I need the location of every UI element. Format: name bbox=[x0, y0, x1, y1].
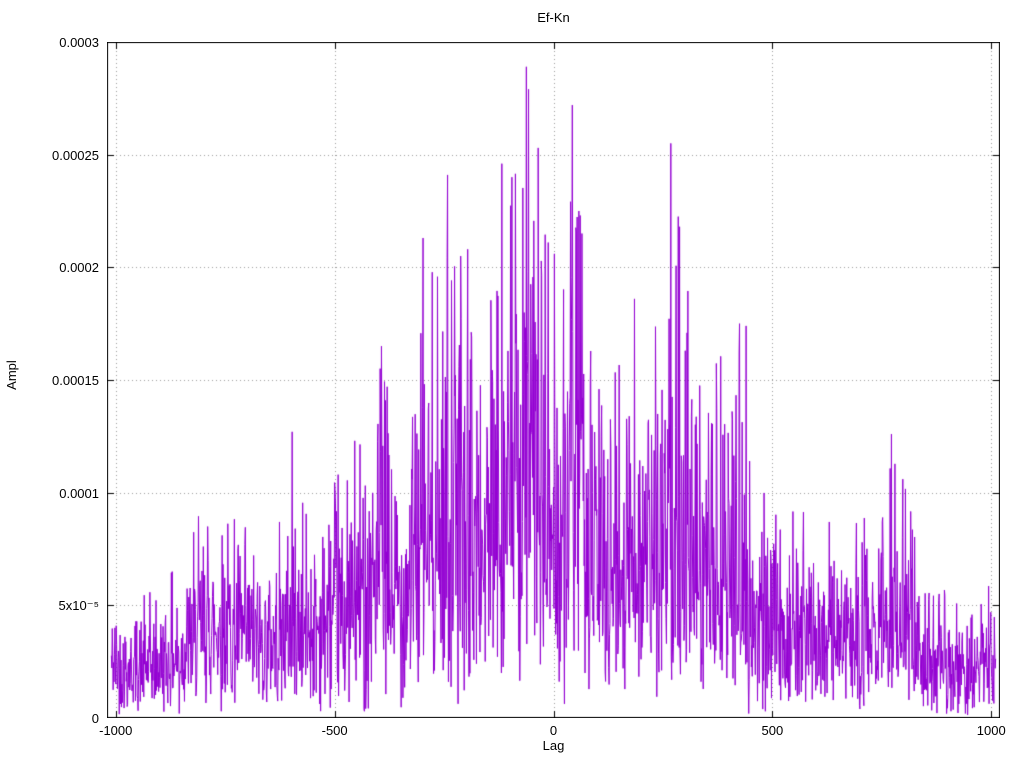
y-tick-label: 0.0001 bbox=[59, 485, 99, 501]
x-axis-label: Lag bbox=[542, 738, 565, 753]
x-tick-label: 0 bbox=[549, 723, 558, 738]
chart-title: Ef-Kn bbox=[537, 10, 570, 25]
plot-area bbox=[107, 42, 1000, 718]
x-tick-label: 500 bbox=[761, 723, 784, 738]
y-tick-label: 0.00025 bbox=[52, 147, 99, 163]
y-tick-label: 0 bbox=[91, 711, 99, 726]
y-tick-label: 0.0003 bbox=[59, 35, 99, 50]
plot-canvas bbox=[107, 42, 1000, 718]
x-tick-label: -500 bbox=[321, 723, 348, 738]
y-tick-label: 0.00015 bbox=[52, 373, 99, 388]
y-tick-label: 0.0002 bbox=[59, 260, 99, 276]
x-tick-label: -1000 bbox=[99, 723, 133, 738]
y-tick-label: 5x10⁻⁵ bbox=[58, 598, 99, 614]
x-tick-label: 1000 bbox=[976, 723, 1006, 738]
